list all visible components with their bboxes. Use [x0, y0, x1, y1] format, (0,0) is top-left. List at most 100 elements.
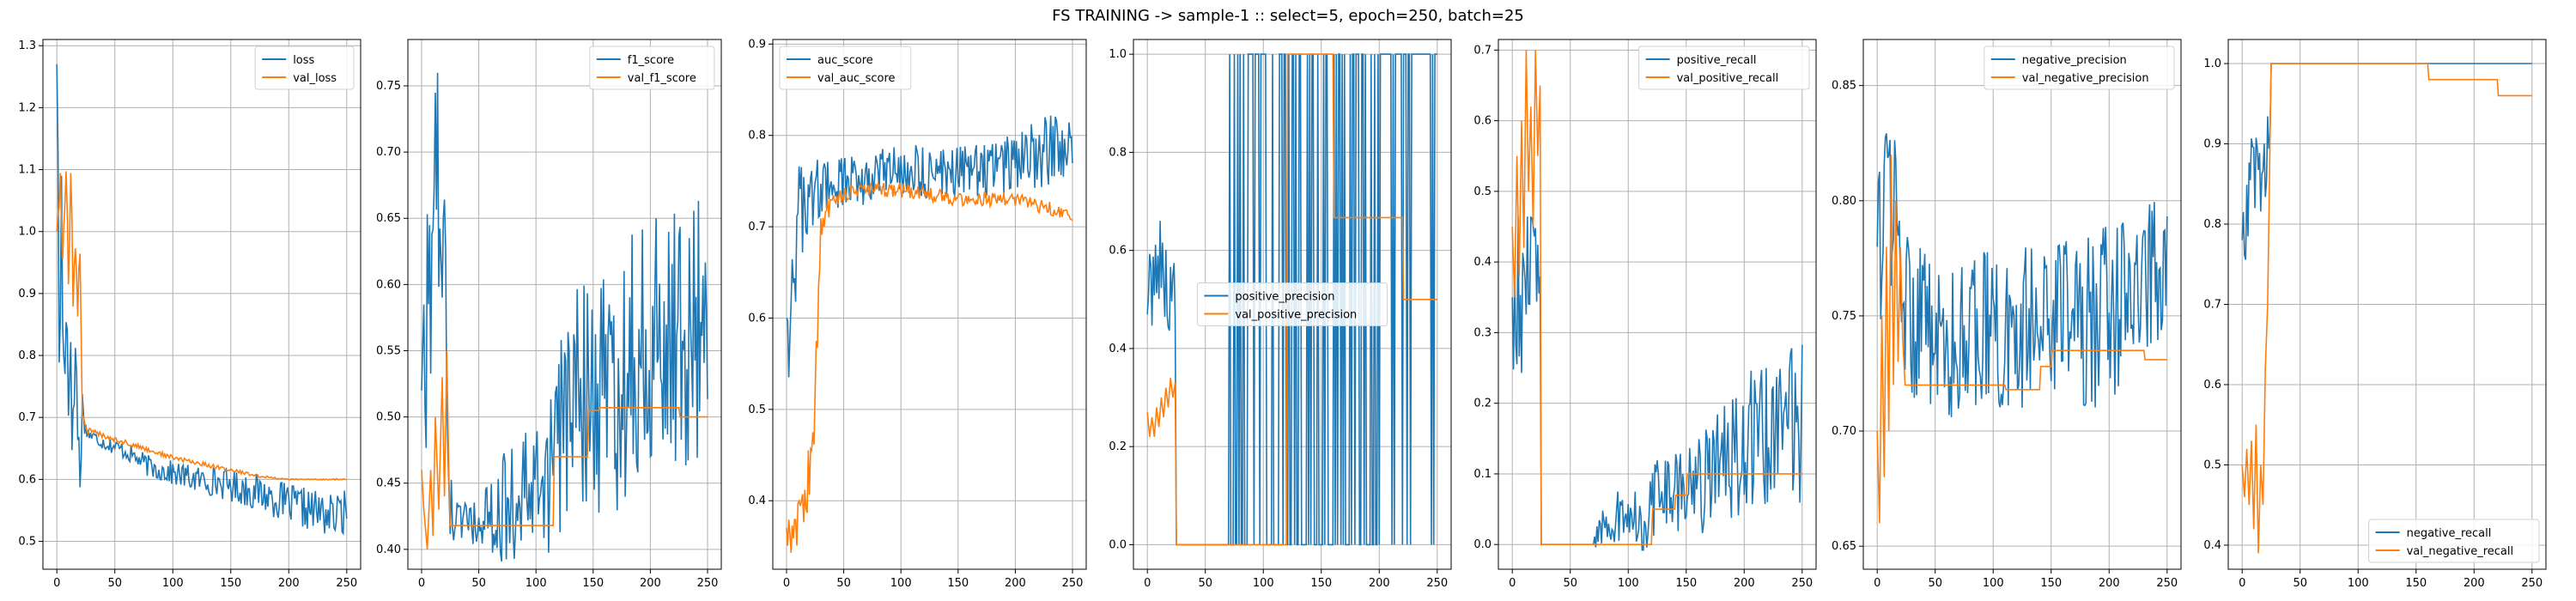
x-tick-label: 200: [2099, 577, 2120, 590]
y-tick-label: 0.75: [1832, 310, 1856, 323]
legend-box: [1196, 282, 1388, 326]
y-tick-label: 0.75: [376, 80, 401, 93]
x-tick-label: 250: [697, 577, 719, 590]
legend-label: f1_score: [628, 54, 674, 67]
x-tick-label: 50: [471, 577, 486, 590]
y-tick-label: 1.3: [18, 39, 36, 52]
x-tick-label: 150: [220, 577, 241, 590]
x-tick-label: 50: [2293, 577, 2307, 590]
figure-title: FS TRAINING -> sample-1 :: select=5, epo…: [1052, 7, 1524, 25]
x-tick-label: 100: [1618, 577, 1639, 590]
y-tick-label: 0.4: [748, 495, 766, 507]
x-tick-label: 0: [1509, 577, 1516, 590]
y-tick-label: 0.6: [1109, 245, 1127, 258]
x-tick-label: 200: [640, 577, 661, 590]
y-tick-label: 0.6: [2203, 379, 2221, 392]
series-line-negative-precision: [1876, 133, 2168, 417]
legend: positive_recall val_positive_recall: [1638, 46, 1810, 90]
x-tick-label: 100: [2348, 577, 2369, 590]
legend-label: val_positive_recall: [1677, 72, 1779, 85]
y-tick-label: 0.6: [748, 312, 766, 325]
y-tick-label: 0.7: [2203, 299, 2221, 312]
x-tick-label: 150: [2405, 577, 2427, 590]
y-tick-label: 0.9: [2203, 138, 2221, 151]
y-tick-label: 1.0: [2203, 58, 2221, 70]
y-tick-label: 0.80: [1832, 195, 1856, 208]
x-tick-label: 0: [1874, 577, 1880, 590]
axes-frame: [1498, 39, 1817, 570]
y-tick-label: 0.0: [1109, 538, 1127, 551]
y-tick-label: 1.2: [18, 101, 36, 114]
legend-label: val_loss: [293, 72, 337, 85]
subplot-npv: 0.65 0.70 0.75 0.80 0.85 0 50 100 150 200 250 negat…: [1832, 39, 2182, 590]
legend-label: positive_precision: [1235, 291, 1334, 304]
series-line-val-auc-score: [786, 181, 1073, 553]
x-tick-label: 150: [1310, 577, 1332, 590]
y-tick-label: 0.8: [1109, 146, 1127, 159]
y-tick-label: 0.5: [18, 536, 36, 549]
legend: f1_score val_f1_score: [589, 46, 715, 90]
axes-frame: [407, 39, 722, 570]
series-line-val-negative-precision: [1876, 155, 2167, 524]
x-tick-label: 250: [2156, 577, 2178, 590]
subplot-auc: 0.4 0.5 0.6 0.7 0.8 0.9 0 50 100 150 200 250 auc_sco…: [748, 38, 1087, 590]
legend-label: val_auc_score: [817, 72, 896, 85]
legend: auc_score val_auc_score: [779, 46, 912, 90]
legend: loss val_loss: [254, 46, 355, 90]
y-tick-label: 0.8: [748, 130, 766, 143]
y-tick-label: 0.7: [18, 411, 36, 424]
series-line-positive-recall: [1511, 216, 1803, 551]
legend-box: [589, 46, 715, 90]
x-tick-label: 50: [1928, 577, 1942, 590]
x-tick-label: 150: [2040, 577, 2062, 590]
y-tick-label: 0.7: [1473, 44, 1492, 57]
y-tick-label: 0.85: [1832, 80, 1856, 93]
x-tick-label: 200: [278, 577, 300, 590]
x-tick-label: 150: [582, 577, 604, 590]
subplot-ppv: 0.0 0.2 0.4 0.6 0.8 1.0 0 50 100 150 200 250 positiv…: [1109, 39, 1452, 590]
subplot-loss: 0.5 0.6 0.7 0.8 0.9 1.0 1.1 1.2 1.3 0 50 100 150 200 2…: [18, 39, 361, 590]
legend: negative_recall val_negative_recall: [2368, 519, 2540, 563]
x-tick-label: 0: [2239, 577, 2245, 590]
y-tick-label: 0.5: [2203, 458, 2221, 471]
y-tick-label: 0.55: [376, 344, 401, 357]
x-tick-label: 100: [526, 577, 547, 590]
x-tick-label: 0: [418, 577, 425, 590]
x-tick-label: 250: [1791, 577, 1813, 590]
legend-box: [254, 46, 355, 90]
y-tick-label: 0.6: [18, 473, 36, 486]
series-line-val-negative-recall: [2241, 63, 2532, 554]
x-tick-label: 50: [1563, 577, 1577, 590]
x-tick-label: 0: [1144, 577, 1151, 590]
y-tick-label: 0.65: [1832, 540, 1856, 553]
y-tick-label: 0.6: [1473, 115, 1492, 128]
legend-label: auc_score: [817, 54, 873, 67]
subplot-f1: 0.40 0.45 0.50 0.55 0.60 0.65 0.70 0.75 0 50 100 15…: [376, 39, 722, 590]
y-tick-label: 0.7: [748, 221, 766, 234]
legend-label: positive_recall: [1677, 54, 1757, 67]
x-tick-label: 100: [890, 577, 912, 590]
axes-frame: [1862, 39, 2182, 570]
legend-label: negative_recall: [2407, 527, 2492, 540]
x-tick-label: 100: [1253, 577, 1274, 590]
axes-frame: [42, 39, 361, 570]
series-line-negative-recall: [2241, 63, 2532, 260]
y-tick-label: 1.0: [1109, 48, 1127, 61]
subplot-recall: 0.0 0.1 0.2 0.3 0.4 0.5 0.6 0.7 0 50 100 150 200 250 p…: [1473, 39, 1817, 590]
legend-box: [1984, 46, 2175, 90]
y-tick-label: 0.5: [748, 404, 766, 416]
y-tick-label: 0.70: [376, 146, 401, 159]
y-tick-label: 0.70: [1832, 425, 1856, 438]
x-tick-label: 50: [107, 577, 122, 590]
y-tick-label: 0.60: [376, 278, 401, 291]
legend: positive_precision val_positive_precision: [1196, 282, 1388, 326]
y-tick-label: 0.2: [1473, 398, 1492, 410]
legend-label: val_negative_precision: [2022, 72, 2149, 85]
y-tick-label: 0.40: [376, 543, 401, 556]
legend-box: [1638, 46, 1810, 90]
y-tick-label: 0.9: [18, 288, 36, 300]
axes-frame: [1133, 39, 1452, 570]
y-tick-label: 0.4: [1109, 343, 1127, 355]
x-tick-label: 250: [2521, 577, 2543, 590]
